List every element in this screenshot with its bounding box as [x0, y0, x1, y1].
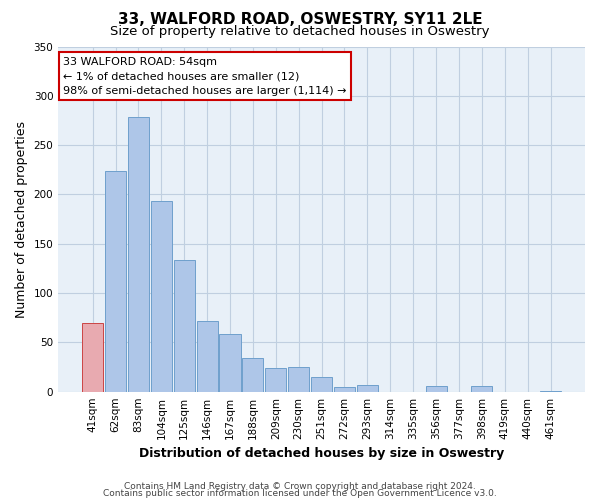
X-axis label: Distribution of detached houses by size in Oswestry: Distribution of detached houses by size … — [139, 447, 504, 460]
Bar — [357, 385, 378, 392]
Bar — [425, 386, 446, 392]
Bar — [265, 368, 286, 392]
Bar — [151, 202, 172, 392]
Bar — [472, 386, 493, 392]
Bar — [197, 320, 218, 392]
Bar — [540, 390, 561, 392]
Text: 33 WALFORD ROAD: 54sqm
← 1% of detached houses are smaller (12)
98% of semi-deta: 33 WALFORD ROAD: 54sqm ← 1% of detached … — [64, 57, 347, 96]
Bar — [128, 116, 149, 392]
Bar — [105, 171, 126, 392]
Y-axis label: Number of detached properties: Number of detached properties — [15, 120, 28, 318]
Bar — [288, 367, 309, 392]
Bar — [311, 377, 332, 392]
Bar — [220, 334, 241, 392]
Bar — [82, 322, 103, 392]
Text: 33, WALFORD ROAD, OSWESTRY, SY11 2LE: 33, WALFORD ROAD, OSWESTRY, SY11 2LE — [118, 12, 482, 28]
Bar — [334, 386, 355, 392]
Bar — [173, 260, 195, 392]
Text: Contains public sector information licensed under the Open Government Licence v3: Contains public sector information licen… — [103, 490, 497, 498]
Text: Size of property relative to detached houses in Oswestry: Size of property relative to detached ho… — [110, 25, 490, 38]
Text: Contains HM Land Registry data © Crown copyright and database right 2024.: Contains HM Land Registry data © Crown c… — [124, 482, 476, 491]
Bar — [242, 358, 263, 392]
